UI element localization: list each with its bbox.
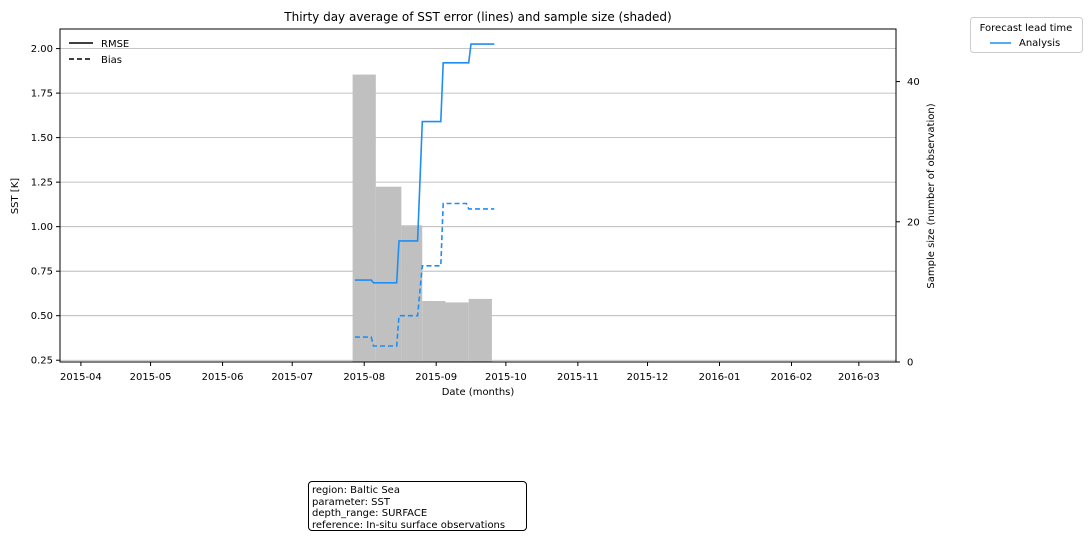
y-tick-label: 2.00 xyxy=(31,44,53,55)
y2-tick-label: 20 xyxy=(907,217,920,228)
y-tick-label: 1.00 xyxy=(31,222,53,233)
sample-size-bar xyxy=(352,74,376,362)
x-tick-label: 2015-04 xyxy=(60,372,102,383)
info-reference: reference: In-situ surface observations xyxy=(312,519,506,531)
y-tick-label: 0.25 xyxy=(31,356,53,367)
sample-size-bar xyxy=(445,302,469,362)
y-axis-ticks: 0.25 0.50 0.75 1.00 1.25 1.50 1.75 2.00 xyxy=(31,44,60,367)
x-tick-label: 2016-01 xyxy=(699,372,741,383)
x-tick-label: 2015-08 xyxy=(343,372,385,383)
info-box: region: Baltic Sea parameter: SST depth_… xyxy=(308,481,527,531)
x-tick-label: 2015-10 xyxy=(485,372,527,383)
y-axis-label: SST [K] xyxy=(10,178,21,214)
x-tick-label: 2015-06 xyxy=(202,372,244,383)
y2-tick-label: 40 xyxy=(907,77,920,88)
y-tick-label: 0.50 xyxy=(31,311,53,322)
y-tick-label: 1.25 xyxy=(31,178,53,189)
y-tick-label: 0.75 xyxy=(31,267,53,278)
error-lines xyxy=(354,43,495,347)
sample-size-bar xyxy=(468,298,492,362)
x-axis-label: Date (months) xyxy=(442,387,515,398)
x-tick-label: 2015-11 xyxy=(557,372,599,383)
sample-size-bar xyxy=(422,301,446,362)
plot-frame xyxy=(59,28,897,363)
sample-size-bars xyxy=(352,74,492,362)
info-parameter: parameter: SST xyxy=(312,496,390,508)
x-tick-label: 2015-05 xyxy=(130,372,172,383)
x-tick-label: 2016-02 xyxy=(771,372,813,383)
sample-size-bar xyxy=(401,225,423,362)
info-depth-range: depth_range: SURFACE xyxy=(312,508,428,519)
lead-legend-title: Forecast lead time xyxy=(980,23,1073,34)
y2-axis-ticks: 0 20 40 xyxy=(896,77,920,369)
lead-time-legend: Forecast lead time Analysis xyxy=(970,17,1083,53)
x-tick-label: 2016-03 xyxy=(838,372,880,383)
y-tick-label: 1.50 xyxy=(31,133,53,144)
legend-bias-label: Bias xyxy=(101,55,122,66)
x-tick-label: 2015-07 xyxy=(271,372,313,383)
y-tick-label: 1.75 xyxy=(31,89,53,100)
legend-rmse-label: RMSE xyxy=(101,39,129,50)
style-legend: RMSE Bias xyxy=(69,39,129,66)
chart-title: Thirty day average of SST error (lines) … xyxy=(283,10,671,24)
x-tick-label: 2015-09 xyxy=(415,372,457,383)
info-region: region: Baltic Sea xyxy=(312,485,400,496)
legend-analysis-label: Analysis xyxy=(1019,38,1060,49)
y-grid xyxy=(60,48,896,361)
x-axis-ticks: 2015-04 2015-05 2015-06 2015-07 2015-08 2015-… xyxy=(60,362,880,383)
bias-line xyxy=(354,202,495,347)
y2-tick-label: 0 xyxy=(907,358,913,369)
x-tick-label: 2015-12 xyxy=(627,372,669,383)
y2-axis-label: Sample size (number of observation) xyxy=(926,103,937,288)
rmse-line xyxy=(354,43,495,284)
